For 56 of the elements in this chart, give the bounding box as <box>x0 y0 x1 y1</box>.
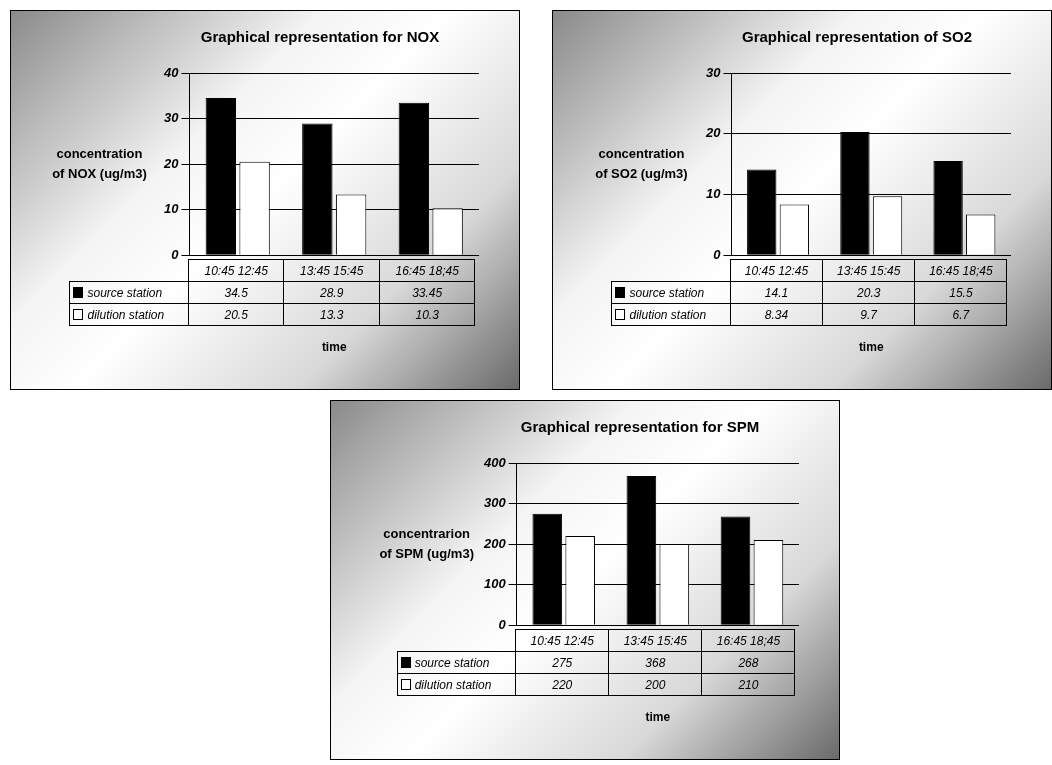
data-label: 220 <box>515 673 609 696</box>
x-axis-title: time <box>644 710 672 725</box>
data-label: 20.3 <box>822 281 915 304</box>
data-label: 200 <box>608 673 702 696</box>
chart-title: Graphical representation for NOX <box>200 28 440 46</box>
x-tick-label: 13:45 15:45 <box>283 259 380 282</box>
data-label: 210 <box>701 673 795 696</box>
y-tick-label: 20 <box>162 155 180 171</box>
data-label: 20.5 <box>188 303 284 326</box>
legend-label: dilution station <box>397 673 516 696</box>
x-tick-label: 16:45 18;45 <box>914 259 1007 282</box>
y-axis-title: concentration of SO2 (ug/m3) <box>594 145 689 184</box>
x-axis-title: time <box>857 340 885 355</box>
x-tick-label: 13:45 15:45 <box>822 259 915 282</box>
data-label: 34.5 <box>188 281 284 304</box>
y-tick-label: 400 <box>482 454 507 470</box>
data-label: 33.45 <box>379 281 475 304</box>
x-tick-label: 16:45 18;45 <box>379 259 475 282</box>
y-tick-label: 30 <box>163 110 180 126</box>
legend-label: source station <box>611 281 731 304</box>
y-tick-label: 40 <box>162 64 180 80</box>
data-label: 8.34 <box>730 303 823 326</box>
y-tick-label: 0 <box>498 616 507 632</box>
x-tick-label: 10:45 12:45 <box>188 259 284 282</box>
data-label: 14.1 <box>730 281 823 304</box>
y-tick-label: 100 <box>483 576 507 592</box>
x-tick-label: 16:45 18;45 <box>701 629 795 652</box>
data-label: 368 <box>608 651 702 674</box>
y-tick-label: 20 <box>704 125 722 141</box>
chart-title: Graphical representation for SPM <box>520 418 760 436</box>
x-tick-label: 10:45 12:45 <box>515 629 609 652</box>
data-label: 268 <box>701 651 795 674</box>
data-label: 13.3 <box>283 303 380 326</box>
y-axis-title: concentration of NOX (ug/m3) <box>51 145 148 184</box>
legend-label: dilution station <box>611 303 731 326</box>
x-tick-label: 10:45 12:45 <box>730 259 823 282</box>
x-axis-title: time <box>320 340 348 355</box>
y-tick-label: 0 <box>171 246 180 262</box>
data-label: 10.3 <box>379 303 475 326</box>
data-label: 9.7 <box>822 303 915 326</box>
y-tick-label: 200 <box>482 535 507 551</box>
legend-label: dilution station <box>69 303 189 326</box>
legend-label: source station <box>69 281 189 304</box>
legend-label: source station <box>397 651 516 674</box>
y-tick-label: 0 <box>713 246 722 262</box>
chart-title: Graphical representation of SO2 <box>741 28 973 46</box>
y-axis-title: concentrarion of SPM (ug/m3) <box>378 525 475 564</box>
data-label: 6.7 <box>914 303 1007 326</box>
y-tick-label: 10 <box>163 201 180 217</box>
data-label: 28.9 <box>283 281 380 304</box>
data-label: 275 <box>515 651 609 674</box>
x-tick-label: 13:45 15:45 <box>608 629 702 652</box>
y-tick-label: 10 <box>705 186 722 202</box>
y-tick-label: 30 <box>705 64 722 80</box>
data-label: 15.5 <box>914 281 1007 304</box>
y-tick-label: 300 <box>483 495 507 511</box>
